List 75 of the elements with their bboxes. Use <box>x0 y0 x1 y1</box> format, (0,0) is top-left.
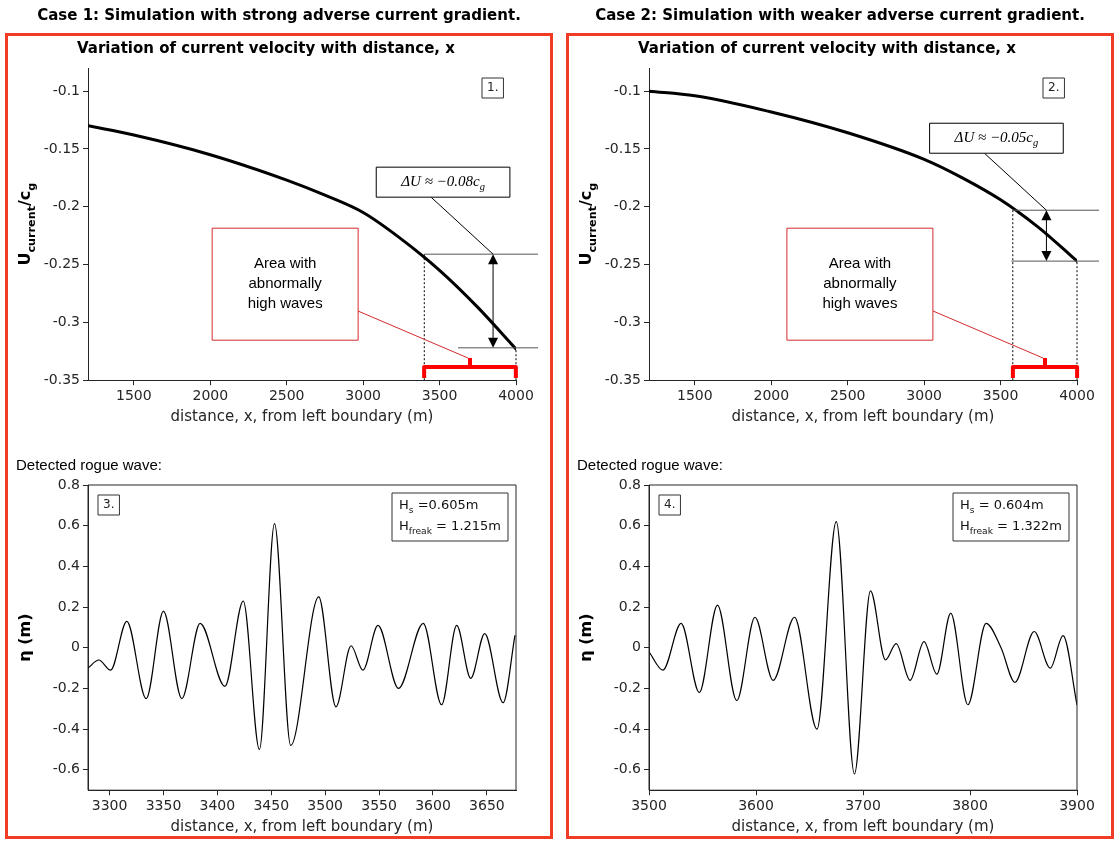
x-tick-label: 3000 <box>906 387 942 404</box>
y-axis-title: Ucurrent/cg <box>15 182 38 266</box>
chart-title: Detected rogue wave: <box>577 456 723 474</box>
y-tick-label: 0 <box>632 638 641 655</box>
chart-title: Case 1: Simulation with strong adverse current gradient. <box>36 5 522 26</box>
line-series <box>88 523 516 751</box>
x-tick-label: 3300 <box>91 797 128 814</box>
y-tick-label: -0.35 <box>43 370 80 387</box>
x-tick-label: 3500 <box>631 797 667 814</box>
x-tick-label: 4000 <box>498 387 534 404</box>
y-tick-label: -0.6 <box>613 760 642 777</box>
x-tick-label: 3600 <box>415 797 451 814</box>
y-tick-label: 0.8 <box>618 475 641 492</box>
x-tick-label: 3900 <box>1059 797 1095 814</box>
y-tick-label: 0.6 <box>57 516 81 533</box>
x-tick-label: 3550 <box>361 797 397 814</box>
y-tick-label: -0.25 <box>604 255 641 272</box>
chart-subtitle: Variation of current velocity with distance, x <box>638 38 1017 57</box>
x-tick-label: 3500 <box>421 387 458 404</box>
y-tick-label: -0.15 <box>43 139 80 156</box>
annotation: 3. <box>103 497 115 512</box>
x-tick-label: 2500 <box>268 387 305 404</box>
x-tick-label: 3350 <box>145 797 182 814</box>
x-tick-label: 2000 <box>192 387 229 404</box>
x-tick-label: 2000 <box>753 387 790 404</box>
y-tick-label: -0.3 <box>613 313 641 330</box>
y-tick-label: 0.2 <box>618 597 641 614</box>
y-tick-label: -0.6 <box>52 760 81 777</box>
x-tick-label: 1500 <box>116 387 152 404</box>
y-tick-label: -0.1 <box>52 81 80 98</box>
y-tick-label: -0.2 <box>613 197 641 214</box>
y-tick-label: 0.8 <box>57 475 80 492</box>
y-axis-title: Ucurrent/cg <box>576 182 599 266</box>
y-tick-label: -0.4 <box>52 719 81 736</box>
y-tick-label: 0.4 <box>618 557 642 574</box>
chart-title: Case 2: Simulation with weaker adverse current gradient. <box>594 5 1086 26</box>
x-tick-label: 3800 <box>952 797 988 814</box>
x-tick-label: 3700 <box>845 797 881 814</box>
x-tick-label: 4000 <box>1059 387 1095 404</box>
x-axis-title: distance, x, from left boundary (m) <box>731 816 995 835</box>
x-tick-label: 3500 <box>307 797 343 814</box>
x-tick-label: 3600 <box>738 797 774 814</box>
y-tick-label: -0.15 <box>604 139 641 156</box>
x-tick-label: 3450 <box>253 797 290 814</box>
x-tick-label: 3500 <box>982 387 1019 404</box>
annotation: Area with abnormally high waves <box>247 254 323 312</box>
y-tick-label: -0.4 <box>613 719 642 736</box>
y-tick-label: 0.6 <box>618 516 642 533</box>
x-axis-title: distance, x, from left boundary (m) <box>731 406 995 425</box>
y-axis-title: η (m) <box>576 613 596 662</box>
y-tick-label: 0 <box>71 638 80 655</box>
annotation: 2. <box>1048 80 1060 95</box>
line-series <box>649 521 1077 775</box>
x-axis-title: distance, x, from left boundary (m) <box>170 816 434 835</box>
x-tick-label: 3650 <box>469 797 505 814</box>
y-tick-label: -0.2 <box>52 197 80 214</box>
y-tick-label: -0.35 <box>604 370 641 387</box>
y-tick-label: -0.2 <box>613 679 641 696</box>
x-tick-label: 3000 <box>345 387 381 404</box>
x-tick-label: 3400 <box>199 797 236 814</box>
y-tick-label: -0.1 <box>613 81 641 98</box>
y-tick-label: 0.2 <box>57 597 80 614</box>
annotation: 4. <box>664 497 676 512</box>
y-axis-title: η (m) <box>15 613 35 662</box>
y-tick-label: 0.4 <box>57 557 81 574</box>
y-tick-label: -0.2 <box>52 679 80 696</box>
chart-subtitle: Variation of current velocity with distance, x <box>77 38 456 57</box>
y-tick-label: -0.25 <box>43 255 80 272</box>
x-tick-label: 1500 <box>677 387 713 404</box>
annotation: 1. <box>487 80 499 95</box>
y-tick-label: -0.3 <box>52 313 80 330</box>
annotation: Area with abnormally high waves <box>822 254 898 312</box>
chart-title: Detected rogue wave: <box>16 456 162 474</box>
x-axis-title: distance, x, from left boundary (m) <box>170 406 434 425</box>
x-tick-label: 2500 <box>829 387 866 404</box>
